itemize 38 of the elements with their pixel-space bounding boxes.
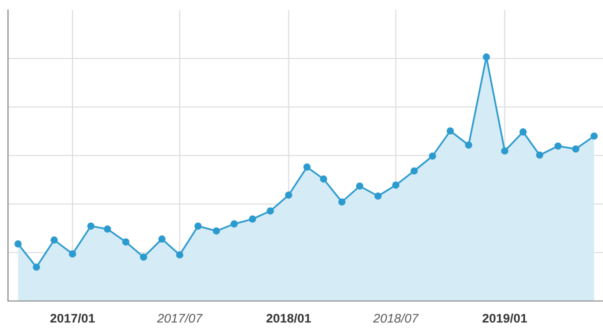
- point: [410, 167, 418, 175]
- x-tick-label: 2018/07: [373, 314, 419, 323]
- point: [320, 175, 328, 183]
- x-tick-label: 2019/01: [482, 314, 527, 323]
- point: [374, 192, 382, 200]
- point: [464, 141, 472, 149]
- point: [519, 128, 527, 136]
- point: [68, 250, 76, 258]
- point: [104, 225, 112, 233]
- point: [140, 253, 148, 261]
- point: [501, 147, 508, 155]
- point: [158, 235, 166, 243]
- x-tick-label: 2017/01: [50, 314, 95, 323]
- point: [446, 127, 454, 135]
- point: [87, 222, 94, 230]
- point: [122, 238, 130, 246]
- point: [482, 53, 490, 61]
- point: [32, 263, 40, 271]
- point: [356, 182, 364, 190]
- point: [428, 152, 436, 160]
- point: [338, 198, 346, 206]
- point: [536, 151, 544, 159]
- point: [266, 207, 274, 215]
- point: [230, 220, 238, 228]
- point: [285, 191, 292, 199]
- point: [176, 251, 184, 258]
- point: [248, 215, 256, 223]
- x-tick-label: 2018/01: [266, 314, 311, 323]
- point: [50, 236, 58, 244]
- point: [14, 240, 22, 248]
- x-tick-label: 2017/07: [157, 314, 203, 323]
- point: [392, 181, 400, 189]
- point: [303, 163, 311, 171]
- point: [212, 227, 220, 235]
- point: [554, 142, 562, 150]
- point: [590, 132, 598, 140]
- point: [572, 145, 580, 153]
- point: [194, 222, 202, 230]
